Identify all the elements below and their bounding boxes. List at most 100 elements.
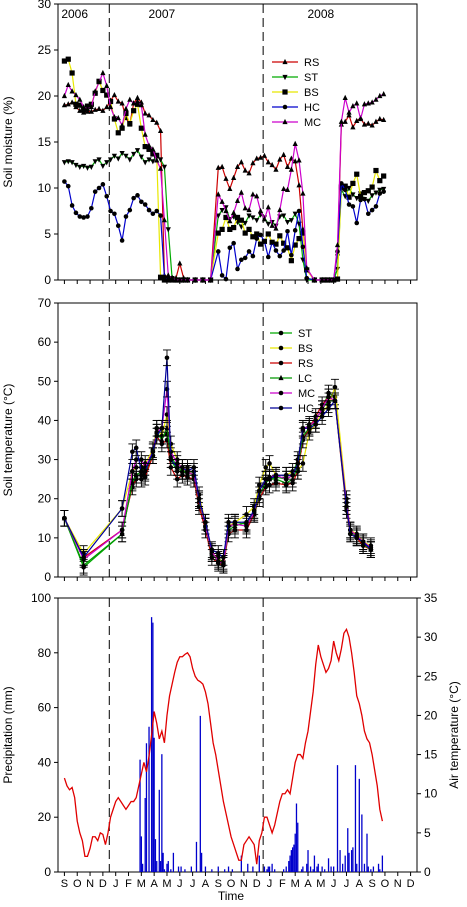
y-axis-title: Precipitation (mm) bbox=[1, 686, 15, 783]
data-point bbox=[357, 115, 364, 122]
data-point bbox=[296, 208, 302, 214]
data-point bbox=[284, 245, 291, 251]
data-point bbox=[142, 469, 148, 474]
y-tick-label: 0 bbox=[44, 570, 51, 584]
data-point bbox=[123, 105, 129, 111]
series-line-mc bbox=[63, 389, 372, 565]
data-point bbox=[154, 433, 160, 439]
data-point bbox=[246, 249, 252, 254]
data-point bbox=[150, 159, 156, 165]
y-tick-label: 15 bbox=[38, 135, 52, 149]
data-point bbox=[246, 226, 252, 232]
y-tick-label: 10 bbox=[38, 181, 52, 195]
legend-label: ST bbox=[304, 72, 318, 84]
data-point bbox=[283, 472, 289, 478]
data-point bbox=[150, 146, 156, 152]
data-point bbox=[73, 91, 79, 98]
legend-label: BS bbox=[304, 87, 319, 99]
data-point bbox=[92, 88, 98, 94]
data-point bbox=[377, 92, 383, 99]
data-point bbox=[226, 519, 231, 525]
y-tick-label: 25 bbox=[38, 43, 52, 57]
data-point bbox=[327, 276, 333, 283]
data-point bbox=[223, 276, 229, 282]
data-point bbox=[219, 163, 225, 169]
data-point bbox=[289, 252, 294, 258]
data-point bbox=[108, 208, 113, 214]
data-point bbox=[346, 202, 352, 207]
month-label: M bbox=[162, 878, 171, 890]
air-temperature-line bbox=[63, 627, 384, 865]
data-point bbox=[119, 506, 125, 511]
legend-label: ST bbox=[298, 328, 312, 340]
data-point bbox=[150, 211, 156, 217]
data-point bbox=[130, 449, 135, 455]
data-point bbox=[215, 191, 221, 197]
data-point bbox=[81, 107, 87, 113]
data-point bbox=[369, 99, 375, 105]
data-point bbox=[273, 248, 279, 253]
data-point bbox=[119, 122, 125, 128]
data-point bbox=[281, 240, 287, 246]
data-point bbox=[119, 125, 125, 131]
data-point bbox=[127, 207, 133, 213]
data-point bbox=[332, 398, 338, 404]
data-point bbox=[373, 167, 379, 174]
data-point bbox=[250, 215, 256, 221]
legend-marker bbox=[278, 405, 284, 411]
month-label: M bbox=[316, 878, 325, 890]
data-point bbox=[232, 519, 238, 525]
data-point bbox=[92, 106, 98, 112]
data-point bbox=[77, 214, 83, 219]
data-point bbox=[77, 164, 83, 170]
data-point bbox=[119, 100, 125, 106]
data-point bbox=[61, 58, 68, 64]
month-label: F bbox=[279, 878, 286, 890]
data-point bbox=[142, 110, 148, 116]
data-point bbox=[138, 125, 144, 131]
soil-temperature-panel: 0 10 20 30 40 50 60 70 Soil temperature (°C) ST BS… bbox=[1, 296, 418, 584]
data-point bbox=[292, 158, 298, 164]
data-point bbox=[342, 94, 348, 100]
data-point bbox=[81, 163, 87, 170]
data-point bbox=[292, 228, 298, 233]
data-point bbox=[292, 211, 298, 217]
data-point bbox=[131, 108, 137, 114]
data-point bbox=[69, 70, 75, 76]
legend-marker bbox=[282, 89, 288, 95]
data-point bbox=[133, 472, 139, 478]
y-tick-label: 20 bbox=[38, 89, 52, 103]
data-point bbox=[292, 140, 298, 146]
month-label: A bbox=[150, 878, 158, 890]
series-line-st bbox=[63, 392, 372, 569]
data-point bbox=[369, 207, 375, 213]
data-point bbox=[251, 508, 257, 513]
legend-label: HC bbox=[298, 403, 314, 415]
data-point bbox=[115, 223, 121, 229]
data-point bbox=[61, 102, 68, 108]
data-point bbox=[111, 153, 118, 159]
data-point bbox=[368, 547, 374, 552]
data-point bbox=[246, 206, 252, 213]
data-point bbox=[238, 189, 244, 195]
data-point bbox=[115, 98, 121, 104]
data-point bbox=[104, 92, 110, 98]
data-point bbox=[277, 206, 283, 213]
data-point bbox=[215, 249, 221, 254]
data-point bbox=[111, 114, 118, 120]
legend-marker bbox=[282, 58, 288, 65]
data-point bbox=[242, 255, 248, 261]
data-point bbox=[339, 181, 344, 186]
data-point bbox=[354, 171, 360, 177]
data-point bbox=[219, 273, 225, 278]
legend-label: HC bbox=[304, 102, 320, 114]
data-point bbox=[154, 153, 160, 159]
data-point bbox=[381, 189, 386, 194]
data-point bbox=[88, 108, 94, 114]
data-point bbox=[373, 190, 379, 196]
data-point bbox=[112, 211, 117, 217]
data-point bbox=[263, 476, 269, 482]
data-point bbox=[326, 394, 331, 400]
data-point bbox=[350, 180, 356, 186]
